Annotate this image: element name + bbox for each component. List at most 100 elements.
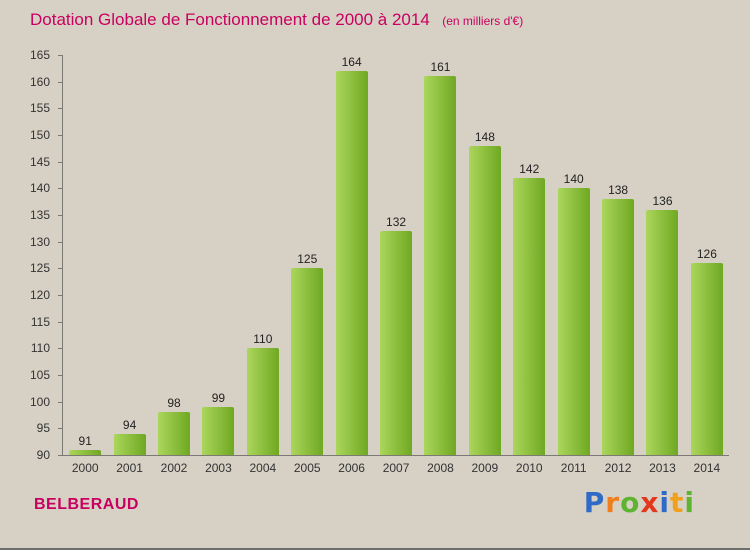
y-tick-label: 130 xyxy=(29,234,50,249)
y-axis: 165 160 155 150 145 140 135 130 125 120 115 110 105 1… xyxy=(0,48,62,462)
bar-value-label: 99 xyxy=(211,391,226,405)
bar xyxy=(602,199,635,455)
y-tick-label: 90 xyxy=(36,448,50,462)
bar xyxy=(380,231,413,455)
y-tick-mark xyxy=(58,295,62,296)
bar-slot: 148 2009 xyxy=(463,55,507,475)
bar xyxy=(424,76,457,455)
y-tick-mark xyxy=(58,428,62,430)
y-tick-mark xyxy=(58,81,62,83)
bar-value-label: 126 xyxy=(696,247,717,261)
bar-slot: 164 2006 xyxy=(329,55,373,475)
y-tick-label: 105 xyxy=(29,368,50,382)
bar-slot: 99 2003 xyxy=(196,55,240,475)
y-tick-label: 160 xyxy=(29,74,50,89)
y-tick-mark xyxy=(58,55,62,56)
x-tick-label: 2013 xyxy=(649,461,676,475)
logo-letter: r xyxy=(605,486,621,519)
bar-slot: 138 2012 xyxy=(596,55,640,475)
bar-slot: 110 2004 xyxy=(241,55,285,475)
y-tick-label: 100 xyxy=(29,394,50,409)
x-tick-label: 2000 xyxy=(71,461,99,475)
bar-value-label: 98 xyxy=(167,396,181,411)
bar xyxy=(69,449,102,455)
x-tick-label: 2007 xyxy=(382,461,410,475)
bar-value-label: 91 xyxy=(78,433,92,448)
logo-letter: P xyxy=(583,486,606,519)
y-tick-label: 125 xyxy=(29,261,50,276)
bar-slot: 142 2010 xyxy=(507,55,551,475)
bar-value-label: 164 xyxy=(341,55,362,69)
bar-value-label: 125 xyxy=(297,252,318,267)
x-tick-label: 2014 xyxy=(693,461,721,475)
commune-name: BELBERAUD xyxy=(34,496,139,513)
y-tick-label: 135 xyxy=(29,208,50,222)
bar-value-label: 94 xyxy=(122,417,137,432)
y-tick-label: 155 xyxy=(29,101,50,116)
bar-value-label: 148 xyxy=(474,129,495,144)
y-tick-mark xyxy=(58,135,62,136)
x-tick-label: 2011 xyxy=(560,461,587,475)
logo-letter: i xyxy=(659,486,670,519)
bar-value-label: 136 xyxy=(652,193,673,208)
bar-slot: 136 2013 xyxy=(640,55,684,475)
x-tick-label: 2008 xyxy=(427,461,454,475)
x-tick-label: 2003 xyxy=(205,461,232,475)
y-tick-mark xyxy=(58,188,62,190)
bar xyxy=(202,407,235,455)
chart-subtitle: (en milliers d'€) xyxy=(442,14,524,28)
bar-value-label: 161 xyxy=(430,60,451,75)
chart-header: Dotation Globale de Fonctionnement de 20… xyxy=(30,10,523,30)
bar xyxy=(158,412,191,455)
logo-letter: i xyxy=(684,486,695,519)
y-tick-mark xyxy=(58,241,62,243)
logo-letter: o xyxy=(620,486,641,519)
x-tick-label: 2002 xyxy=(160,461,188,475)
y-tick-mark xyxy=(58,108,62,110)
x-tick-label: 2012 xyxy=(604,461,632,475)
y-tick-mark xyxy=(58,348,62,350)
bar-slot: 125 2005 xyxy=(285,55,329,475)
bar-value-label: 132 xyxy=(386,215,407,229)
y-tick-mark xyxy=(58,268,62,270)
bar-value-label: 138 xyxy=(608,183,629,197)
x-tick-label: 2006 xyxy=(338,461,365,475)
y-tick-mark xyxy=(58,455,62,456)
x-tick-label: 2001 xyxy=(116,461,143,475)
chart-title: Dotation Globale de Fonctionnement de 20… xyxy=(30,10,430,29)
bar-slot: 94 2001 xyxy=(107,55,151,475)
y-tick-label: 140 xyxy=(29,181,50,196)
logo-letter: x xyxy=(640,486,660,519)
bar xyxy=(468,145,501,455)
bar-value-label: 142 xyxy=(519,161,540,176)
bar xyxy=(646,209,679,455)
y-tick-label: 120 xyxy=(29,288,50,302)
y-tick-mark xyxy=(58,401,62,403)
proxiti-logo: Proxiti xyxy=(584,486,695,519)
y-tick-label: 115 xyxy=(30,314,50,329)
bar-slot: 91 2000 xyxy=(63,55,107,475)
logo-letter: t xyxy=(670,486,685,519)
bar-slot: 161 2008 xyxy=(418,55,462,475)
bar-slot: 126 2014 xyxy=(685,55,729,475)
bar-slot: 132 2007 xyxy=(374,55,418,475)
plot-area: 91 2000 94 2001 98 2002 99 2003 110 2004 125 2005 16… xyxy=(62,55,729,475)
x-tick-label: 2010 xyxy=(515,461,543,475)
bar-value-label: 110 xyxy=(253,332,273,347)
y-tick-label: 165 xyxy=(29,48,50,62)
y-tick-mark xyxy=(58,161,62,163)
y-tick-label: 145 xyxy=(29,154,50,169)
x-tick-label: 2009 xyxy=(471,461,499,475)
y-tick-label: 150 xyxy=(29,128,50,142)
bar xyxy=(291,268,324,455)
y-tick-mark xyxy=(58,321,62,323)
bar xyxy=(690,263,723,455)
y-tick-label: 110 xyxy=(30,341,50,356)
bar xyxy=(246,348,279,455)
bar xyxy=(113,433,146,455)
bar xyxy=(513,177,546,455)
y-tick-mark xyxy=(58,375,62,376)
bar-slot: 140 2011 xyxy=(551,55,595,475)
bar xyxy=(557,188,590,455)
